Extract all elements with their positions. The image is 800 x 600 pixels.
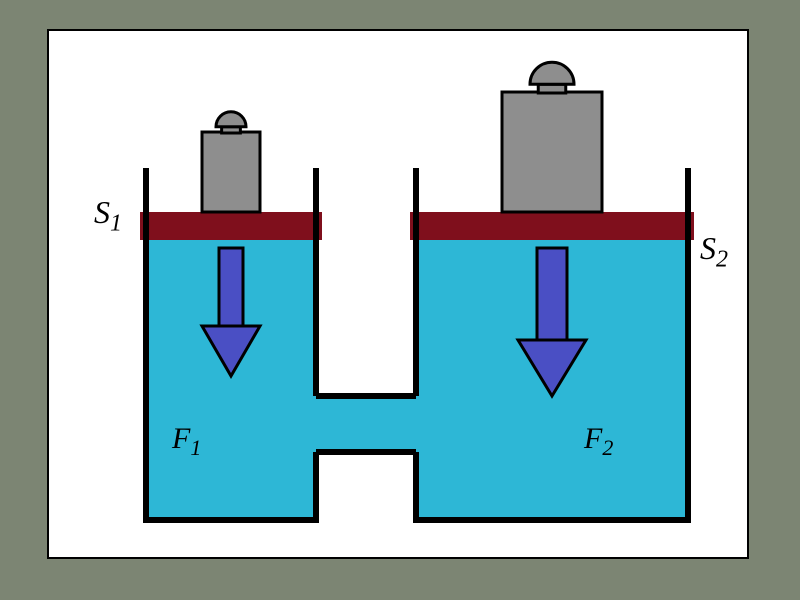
label-f1: F1	[172, 424, 201, 459]
force-arrow-f2-shaft	[537, 248, 567, 340]
label-s2-base: S	[700, 230, 716, 266]
left-piston	[140, 212, 322, 240]
label-f1-sub: 1	[190, 435, 201, 460]
right-piston	[410, 212, 694, 240]
label-s1-sub: 1	[110, 210, 122, 236]
label-s1: S1	[94, 196, 122, 235]
right-weight	[502, 92, 602, 212]
label-s1-base: S	[94, 194, 110, 230]
slide: S1 S2 F1 F2	[0, 0, 800, 600]
label-f2: F2	[584, 424, 613, 459]
label-f2-base: F	[584, 422, 602, 455]
label-s2: S2	[700, 232, 728, 271]
force-arrow-f1-shaft	[219, 248, 243, 326]
label-f2-sub: 2	[602, 435, 613, 460]
left-weight	[202, 132, 260, 212]
hydraulic-press-diagram	[0, 0, 800, 600]
label-f1-base: F	[172, 422, 190, 455]
label-s2-sub: 2	[716, 246, 728, 272]
